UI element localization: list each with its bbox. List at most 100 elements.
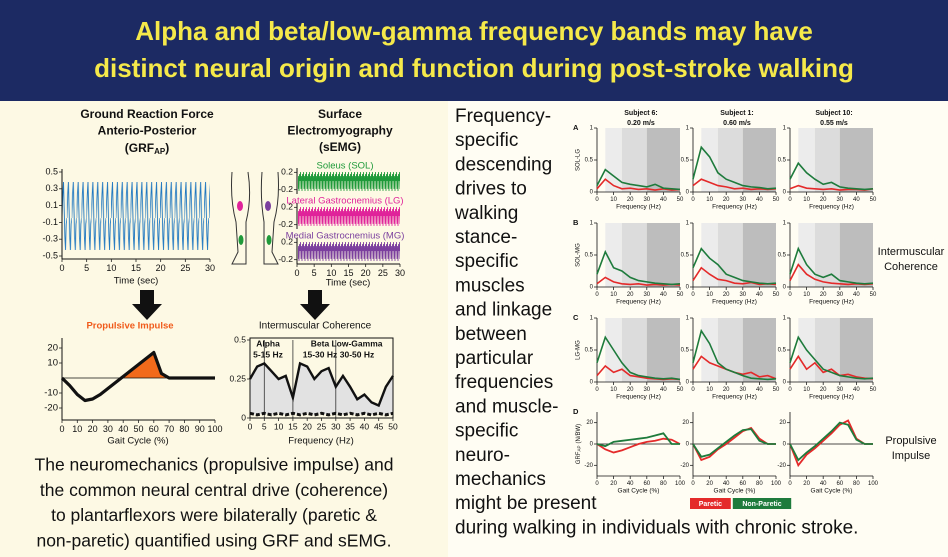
- emg-trace: [298, 204, 400, 228]
- x-tick-label: 20: [803, 481, 810, 487]
- summary-line: specific: [455, 130, 518, 151]
- grf-line: [692, 426, 776, 462]
- y-tick-label: 0.25: [229, 373, 246, 383]
- band-shade: [646, 128, 680, 192]
- summary-line: might be present: [455, 493, 597, 514]
- summary-line: specific: [455, 421, 518, 442]
- summary-line: descending: [455, 154, 552, 175]
- x-tick-label: 0: [788, 292, 792, 298]
- x-tick-label: 30: [643, 387, 650, 393]
- x-tick-label: 40: [118, 424, 128, 434]
- band-range: 5-15 Hz: [253, 349, 283, 359]
- y-tick-label: 0.5: [681, 253, 690, 259]
- x-tick-label: 20: [627, 292, 634, 298]
- x-tick-label: 40: [820, 481, 827, 487]
- x-tick-label: 30: [103, 424, 113, 434]
- band-shade: [621, 318, 647, 382]
- x-tick-label: 20: [706, 481, 713, 487]
- y-tick-label: 0: [783, 285, 787, 291]
- y-tick-label: -0.2: [278, 254, 293, 264]
- y-tick-label: 0: [590, 190, 594, 196]
- x-tick-label: 40: [660, 292, 667, 298]
- x-tick-label: 10: [106, 263, 116, 273]
- y-tick-label: 0.5: [778, 158, 787, 164]
- x-tick-label: 10: [706, 197, 713, 203]
- grf-label-open: (GRF: [125, 141, 154, 155]
- legend-swatch: [690, 498, 731, 509]
- x-tick-label: 35: [345, 421, 355, 431]
- muscle-label: Lateral Gastrocnemius (LG): [286, 196, 403, 207]
- x-tick-label: 20: [88, 424, 98, 434]
- summary-line: drives to: [455, 179, 527, 200]
- x-tick-label: 25: [317, 421, 327, 431]
- summary-line: and muscle-: [455, 396, 559, 417]
- y-tick-label: 0: [686, 285, 690, 291]
- x-tick-label: 50: [677, 387, 684, 393]
- y-tick-label: 0.5: [45, 166, 58, 176]
- x-tick-label: 10: [803, 197, 810, 203]
- x-axis-label: Frequency (Hz): [809, 394, 854, 401]
- y-tick-label: -0.2: [278, 184, 293, 194]
- band-shade: [839, 223, 873, 287]
- x-tick-label: 20: [627, 387, 634, 393]
- x-tick-label: 20: [361, 268, 371, 278]
- y-tick-label: 0.5: [585, 158, 594, 164]
- x-tick-label: 0: [248, 421, 253, 431]
- x-tick-label: 0: [691, 292, 695, 298]
- grf-trace: [62, 176, 210, 254]
- y-tick-label: 20: [682, 420, 689, 426]
- x-tick-label: 10: [610, 387, 617, 393]
- x-tick-label: 50: [870, 292, 877, 298]
- band-name: Beta: [311, 338, 330, 348]
- x-tick-label: 20: [627, 197, 634, 203]
- y-tick-label: 0.5: [585, 348, 594, 354]
- x-tick-label: 0: [691, 387, 695, 393]
- x-tick-label: 0: [294, 268, 299, 278]
- y-tick-label: 1: [686, 126, 690, 132]
- x-axis-label: Gait Cycle (%): [811, 488, 853, 495]
- x-tick-label: 20: [820, 387, 827, 393]
- x-tick-label: 100: [868, 481, 879, 487]
- y-tick-label: 0.2: [281, 237, 293, 247]
- semg-title: Surface: [318, 107, 362, 121]
- subject-speed: 0.20 m/s: [627, 120, 655, 127]
- y-tick-label: 0: [783, 190, 787, 196]
- x-tick-label: 50: [773, 197, 780, 203]
- grf-title: Anterio-Posterior: [98, 124, 197, 138]
- y-tick-label: 1: [686, 221, 690, 227]
- x-axis-label: Frequency (Hz): [616, 394, 661, 401]
- grf-title: Ground Reaction Force: [80, 107, 214, 121]
- x-tick-label: 0: [59, 424, 64, 434]
- x-axis-label: Frequency (Hz): [712, 299, 757, 306]
- muscle-label: Medial Gastrocnemius (MG): [286, 231, 405, 242]
- x-tick-label: 70: [164, 424, 174, 434]
- coherence-line: [596, 276, 681, 286]
- x-tick-label: 50: [870, 387, 877, 393]
- x-tick-label: 5: [312, 268, 317, 278]
- summary-line: and linkage: [455, 300, 552, 321]
- legend-swatch: [732, 498, 792, 509]
- x-tick-label: 20: [820, 292, 827, 298]
- x-tick-label: 0: [691, 481, 695, 487]
- y-tick-label: 0.5: [585, 253, 594, 259]
- title-line: distinct neural origin and function duri…: [94, 53, 854, 83]
- band-shade: [717, 223, 743, 287]
- x-tick-label: 30: [331, 421, 341, 431]
- x-tick-label: 15: [343, 268, 353, 278]
- summary-line: Frequency-: [455, 106, 551, 127]
- band-shade: [646, 223, 680, 287]
- y-tick-label: 20: [586, 420, 593, 426]
- band-shade: [605, 128, 622, 192]
- coherence-line: [596, 178, 681, 191]
- x-tick-label: 0: [788, 197, 792, 203]
- y-tick-label: 0.5: [681, 158, 690, 164]
- x-tick-label: 40: [660, 387, 667, 393]
- summary-line: mechanics: [455, 469, 546, 490]
- band-range: 30-50 Hz: [340, 349, 375, 359]
- band-shade: [717, 318, 743, 382]
- baseline-line: [249, 411, 394, 417]
- x-tick-label: 100: [771, 481, 782, 487]
- x-axis-label: Frequency (Hz): [809, 204, 854, 211]
- x-axis-label: Gait Cycle (%): [618, 488, 660, 495]
